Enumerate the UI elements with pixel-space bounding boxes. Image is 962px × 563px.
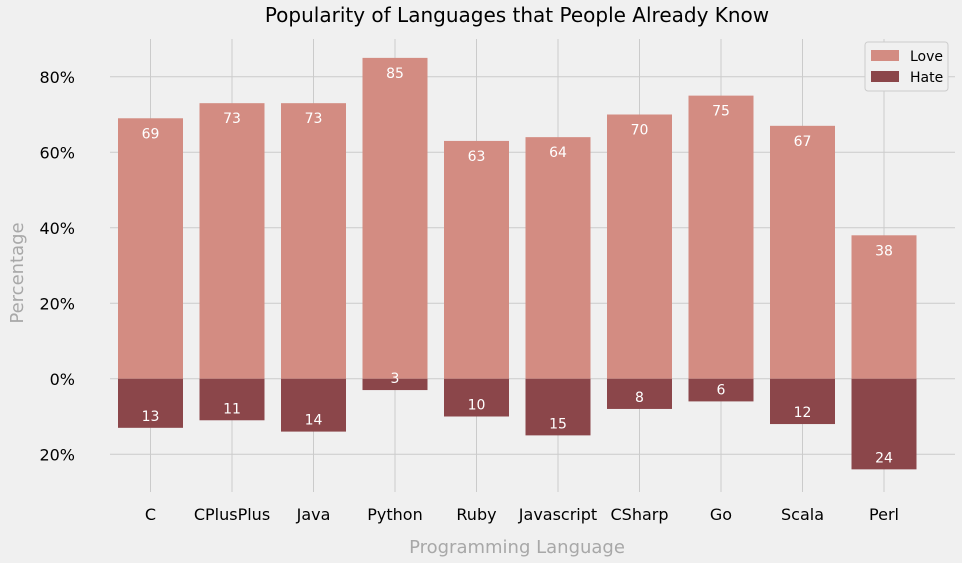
bar-hate bbox=[444, 378, 509, 417]
x-axis-ticks: C CPlusPlus Java Python Ruby Javascript CSharp… bbox=[145, 505, 899, 524]
bar-hate bbox=[607, 378, 672, 409]
data-label-hate: 3 bbox=[391, 371, 400, 387]
bar-love bbox=[851, 235, 917, 379]
y-tick-label: 60% bbox=[39, 143, 75, 162]
legend-love-swatch bbox=[871, 50, 899, 61]
x-tick-label: CPlusPlus bbox=[194, 505, 270, 524]
data-label-hate: 13 bbox=[142, 409, 160, 425]
bar-hate bbox=[199, 378, 265, 421]
data-label-love: 85 bbox=[386, 66, 404, 82]
x-tick-label: Javascript bbox=[518, 505, 597, 524]
bar-love bbox=[444, 140, 509, 379]
bar-hate bbox=[362, 378, 428, 391]
data-label-hate: 15 bbox=[549, 416, 567, 432]
bars bbox=[118, 57, 917, 470]
y-tick-label: 20% bbox=[39, 294, 75, 313]
x-tick-label: CSharp bbox=[610, 505, 668, 524]
data-labels: 69 73 73 85 63 64 70 75 67 38 13 11 14 3 10 15 8 6 12 24 bbox=[142, 66, 893, 466]
bar-love bbox=[281, 103, 346, 379]
data-label-love: 38 bbox=[875, 243, 893, 259]
legend-hate-label: Hate bbox=[910, 70, 943, 86]
bar-love bbox=[525, 137, 591, 379]
y-tick-label: 80% bbox=[39, 68, 75, 87]
legend: Love Hate bbox=[864, 41, 949, 92]
bar-hate bbox=[851, 378, 917, 470]
bar-hate bbox=[688, 378, 754, 402]
data-label-love: 75 bbox=[712, 104, 730, 120]
x-tick-label: Perl bbox=[869, 505, 899, 524]
legend-hate-swatch bbox=[871, 71, 899, 82]
x-tick-label: Scala bbox=[781, 505, 824, 524]
data-label-love: 63 bbox=[468, 149, 486, 165]
y-tick-label: 40% bbox=[39, 219, 75, 238]
data-label-love: 64 bbox=[549, 145, 567, 161]
x-tick-label: Ruby bbox=[456, 505, 496, 524]
x-tick-label: C bbox=[145, 505, 156, 524]
bar-love bbox=[362, 57, 428, 379]
bar-love bbox=[770, 125, 835, 379]
legend-love-label: Love bbox=[910, 49, 943, 65]
data-label-hate: 6 bbox=[717, 382, 726, 398]
bar-love bbox=[199, 103, 265, 379]
bar-hate bbox=[118, 378, 183, 428]
x-tick-label: Java bbox=[296, 505, 331, 524]
data-label-love: 69 bbox=[142, 126, 160, 142]
y-tick-label: 0% bbox=[50, 370, 75, 389]
bar-hate bbox=[281, 378, 346, 432]
data-label-hate: 24 bbox=[875, 450, 893, 466]
y-axis-label: Percentage bbox=[7, 222, 28, 323]
bar-love bbox=[118, 118, 183, 379]
data-label-love: 73 bbox=[305, 111, 323, 127]
data-label-hate: 12 bbox=[794, 405, 812, 421]
bar-love bbox=[607, 114, 672, 379]
y-tick-label: 20% bbox=[39, 445, 75, 464]
chart-title: Popularity of Languages that People Alre… bbox=[265, 3, 769, 27]
bar-love bbox=[688, 95, 754, 379]
y-axis-ticks: 20% 0% 20% 40% 60% 80% bbox=[39, 68, 75, 465]
data-label-hate: 8 bbox=[635, 390, 644, 406]
data-label-hate: 14 bbox=[305, 413, 323, 429]
bar-hate bbox=[525, 378, 591, 436]
x-tick-label: Python bbox=[367, 505, 422, 524]
data-label-hate: 11 bbox=[223, 401, 241, 417]
data-label-love: 67 bbox=[794, 134, 812, 150]
bar-hate bbox=[770, 378, 835, 425]
data-label-love: 70 bbox=[631, 123, 649, 139]
data-label-love: 73 bbox=[223, 111, 241, 127]
x-tick-label: Go bbox=[710, 505, 732, 524]
data-label-hate: 10 bbox=[468, 398, 486, 414]
x-axis-label: Programming Language bbox=[409, 537, 625, 558]
